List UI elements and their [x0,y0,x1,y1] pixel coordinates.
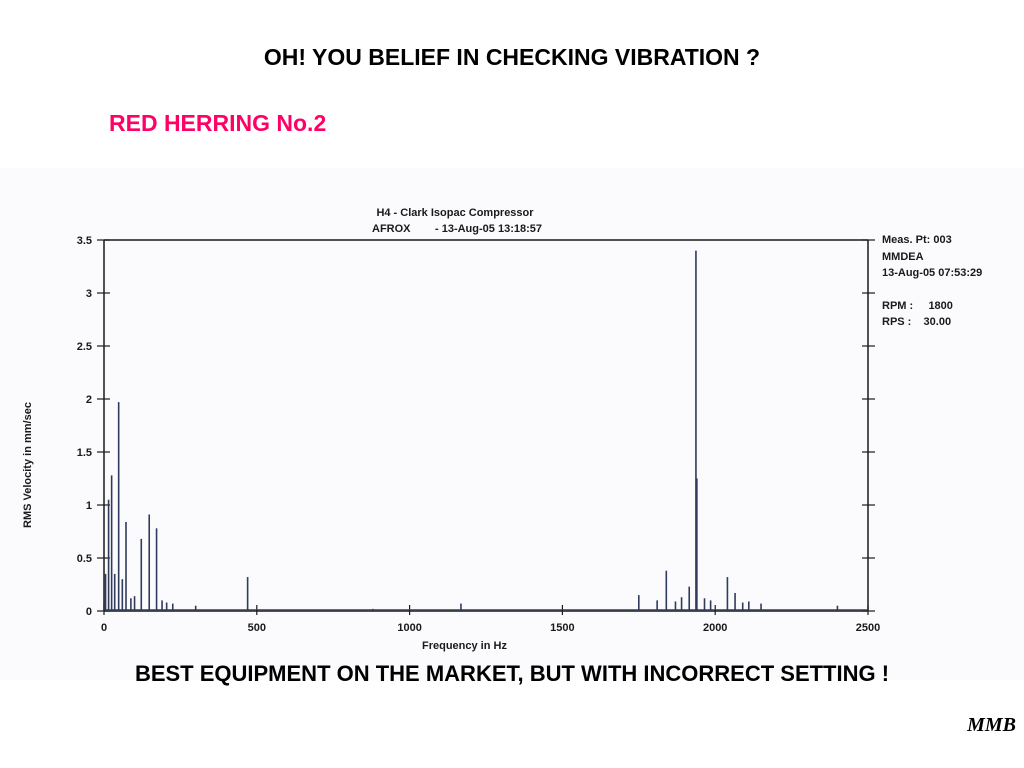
x-tick-label: 500 [248,622,266,634]
x-tick-label: 2000 [703,622,727,634]
scanned-chart-background [0,168,1024,680]
vibration-spectrum-chart: H4 - Clark Isopac Compressor AFROX - 13-… [22,207,982,652]
chart-title-group: H4 - Clark Isopac Compressor AFROX - 13-… [372,207,542,235]
info-point-name: MMDEA [882,251,924,263]
info-meas-pt: Meas. Pt: 003 [882,234,952,246]
measurement-info-panel: Meas. Pt: 003 MMDEA 13-Aug-05 07:53:29 R… [882,234,982,328]
y-tick-label: 2 [86,394,92,406]
slide-subheading: RED HERRING No.2 [109,110,327,136]
y-tick-label: 3.5 [77,235,92,247]
x-tick-label: 2500 [856,622,880,634]
y-axis-ticks: 0 0.5 1 1.5 2 2.5 3 3.5 [77,235,110,618]
chart-title: H4 - Clark Isopac Compressor [376,207,534,219]
x-tick-label: 0 [101,622,107,634]
chart-subtitle-left: AFROX [372,223,411,235]
y-tick-label: 0 [86,606,92,618]
x-tick-label: 1500 [550,622,574,634]
info-rpm: RPM : 1800 [882,300,953,312]
y-tick-label: 0.5 [77,553,92,565]
y-axis-label: RMS Velocity in mm/sec [22,402,34,528]
chart-subtitle-right: - 13-Aug-05 13:18:57 [435,223,542,235]
author-signature: MMB [967,714,1016,736]
right-axis-ticks [862,239,875,612]
plot-frame [103,239,869,612]
spectrum-series [104,250,868,611]
x-tick-label: 1000 [397,622,421,634]
y-tick-label: 1 [86,500,92,512]
y-tick-label: 2.5 [77,341,92,353]
slide-footer: BEST EQUIPMENT ON THE MARKET, BUT WITH I… [134,661,890,686]
y-tick-label: 3 [86,288,92,300]
slide-headline: OH! YOU BELIEF IN CHECKING VIBRATION ? [263,44,761,70]
info-datetime: 13-Aug-05 07:53:29 [882,267,982,279]
x-axis-label: Frequency in Hz [422,640,507,652]
y-tick-label: 1.5 [77,447,92,459]
x-axis-ticks: 0 500 1000 1500 2000 2500 [101,605,880,634]
info-rps: RPS : 30.00 [882,316,951,328]
